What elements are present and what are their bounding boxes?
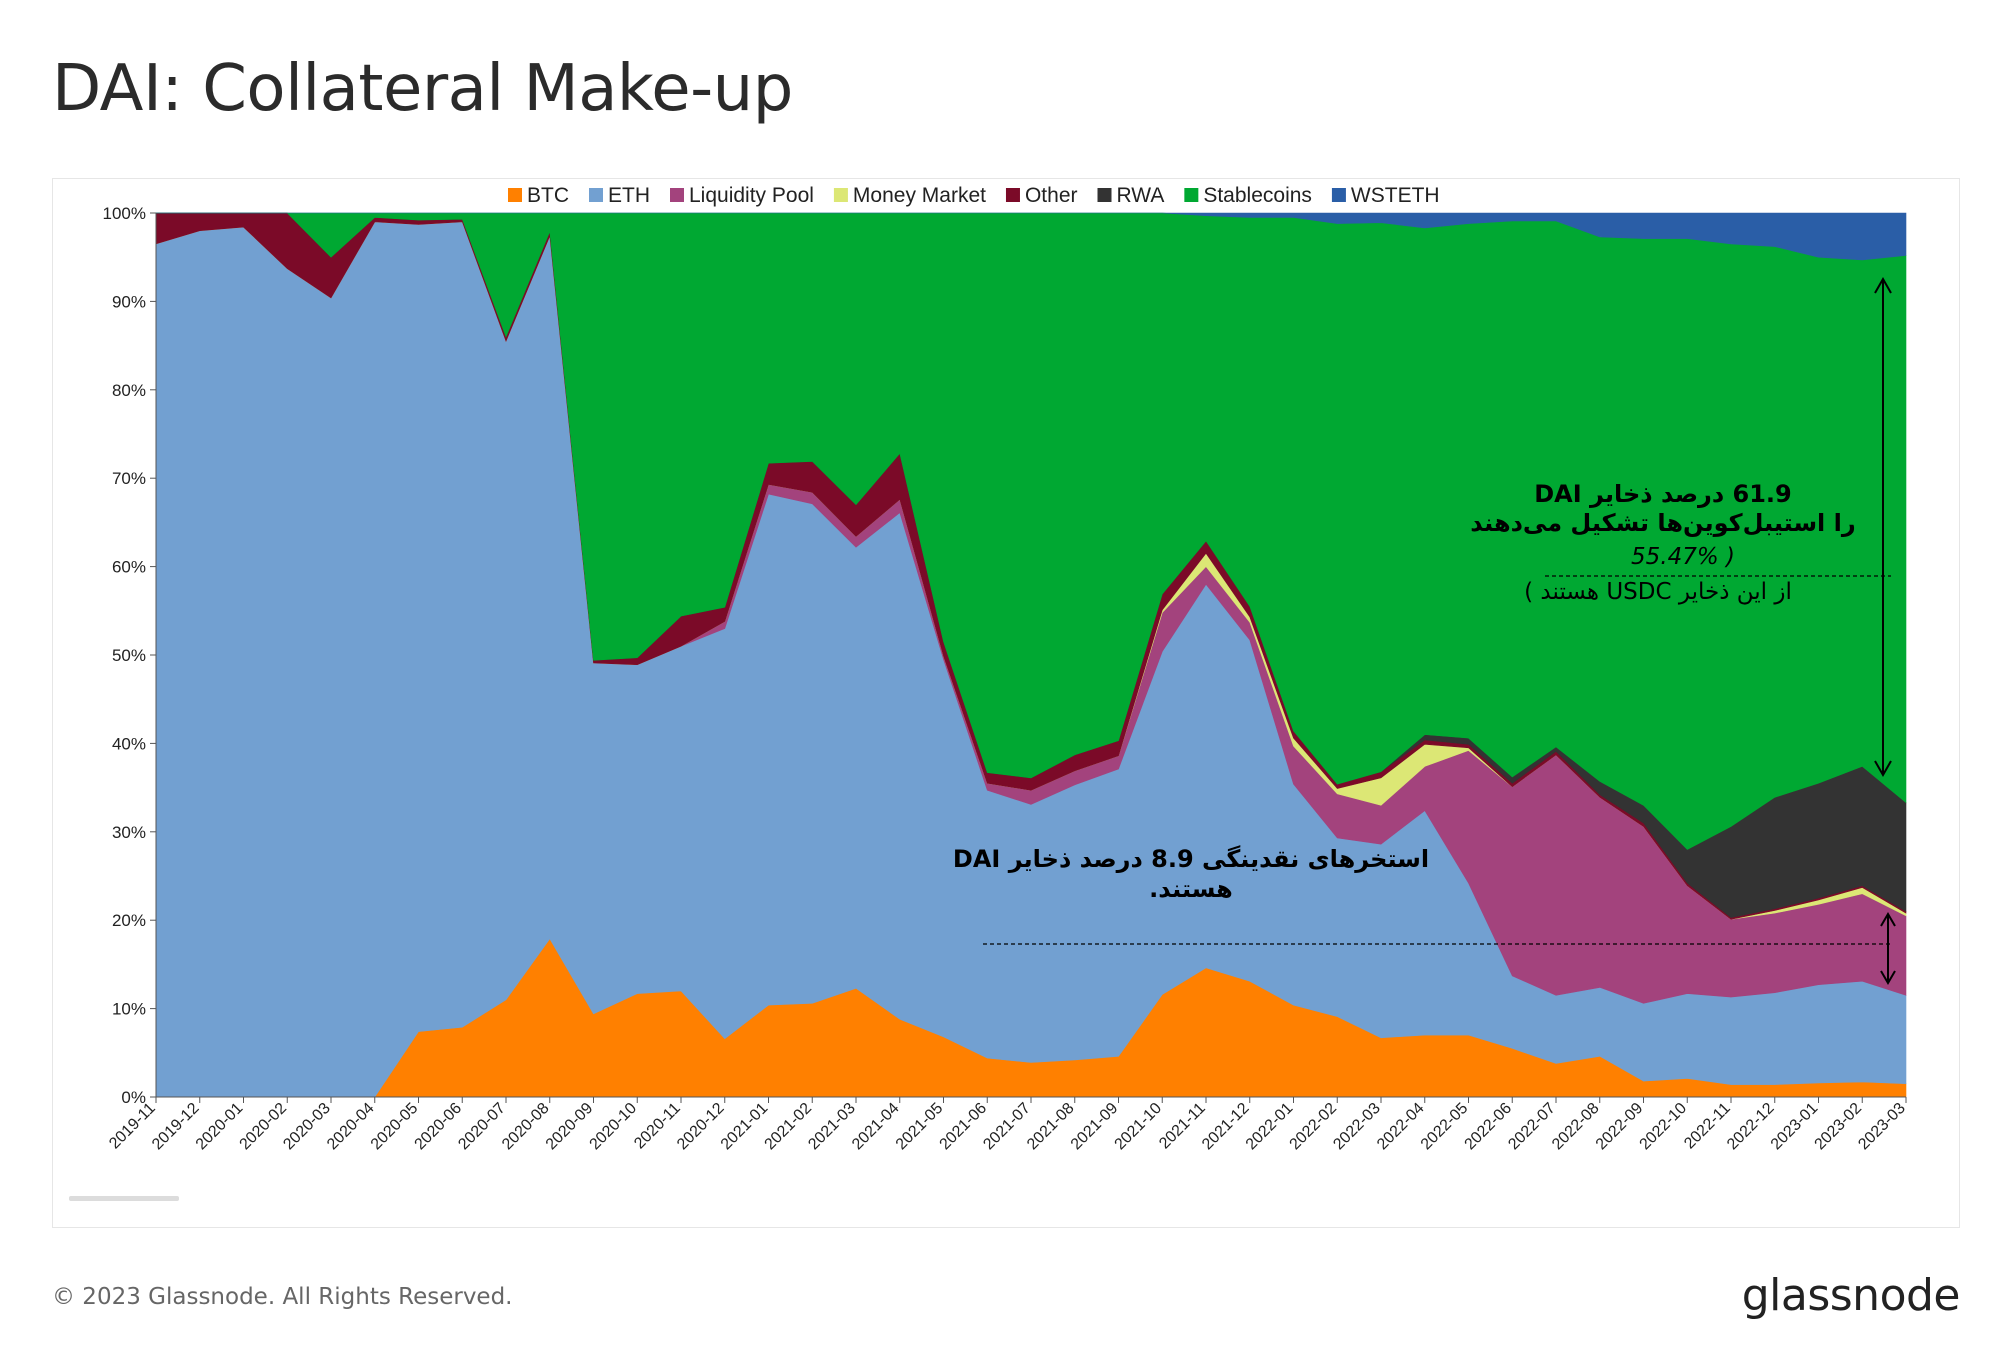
x-tick-label: 2021-04 <box>849 1100 903 1154</box>
x-tick-label: 2023-03 <box>1855 1100 1909 1154</box>
legend-swatch <box>589 188 603 202</box>
legend-swatch <box>1097 188 1112 202</box>
legend-item: WSTETH <box>1331 184 1440 207</box>
legend-label: Other <box>1025 184 1078 207</box>
y-tick-label: 70% <box>112 469 146 488</box>
x-tick-label: 2021-06 <box>937 1100 991 1154</box>
x-tick-label: 2020-01 <box>193 1100 247 1154</box>
x-tick-label: 2022-12 <box>1724 1100 1778 1154</box>
legend-label: BTC <box>527 184 569 207</box>
x-tick-label: 2023-01 <box>1768 1100 1822 1154</box>
stablecoins-arrow-head-bottom <box>1874 760 1892 778</box>
x-tick-label: 2021-05 <box>893 1100 947 1154</box>
x-tick-label: 2020-06 <box>412 1100 466 1154</box>
x-tick-label: 2022-08 <box>1549 1100 1603 1154</box>
y-tick-label: 50% <box>112 646 146 665</box>
x-tick-label: 2020-08 <box>499 1100 553 1154</box>
legend-swatch <box>1005 188 1020 202</box>
legend-swatch <box>1184 188 1199 202</box>
y-tick-label: 20% <box>112 911 146 930</box>
x-tick-label: 2022-06 <box>1462 1100 1516 1154</box>
x-tick-label: 2020-05 <box>368 1100 422 1154</box>
footer-copyright: © 2023 Glassnode. All Rights Reserved. <box>52 1284 513 1310</box>
x-tick-label: 2019-12 <box>149 1100 203 1154</box>
legend-item: Other <box>1005 184 1078 207</box>
y-tick-label: 80% <box>112 381 146 400</box>
liquidity-arrow-head-top <box>1880 912 1896 927</box>
x-tick-label: 2022-02 <box>1287 1100 1341 1154</box>
x-tick-label: 2020-09 <box>543 1100 597 1154</box>
x-tick-label: 2020-12 <box>674 1100 728 1154</box>
legend-item: Money Market <box>833 184 986 207</box>
x-tick-label: 2022-03 <box>1330 1100 1384 1154</box>
y-tick-label: 30% <box>112 823 146 842</box>
y-tick-label: 40% <box>112 734 146 753</box>
y-tick-label: 100% <box>103 204 146 223</box>
x-tick-label: 2022-05 <box>1418 1100 1472 1154</box>
area-series-layer <box>155 212 1907 1098</box>
footer-logo: glassnode <box>1741 1270 1961 1321</box>
legend-label: Liquidity Pool <box>689 184 814 207</box>
legend-swatch <box>1331 188 1346 202</box>
horizontal-scrollbar[interactable] <box>69 1196 179 1201</box>
legend-swatch <box>670 188 684 202</box>
x-tick-label: 2021-02 <box>762 1100 816 1154</box>
y-tick-label: 90% <box>112 292 146 311</box>
legend: BTC ETH Liquidity Pool Money Market Other RWA… <box>508 184 1440 207</box>
x-tick-label: 2022-04 <box>1374 1100 1428 1154</box>
x-tick-label: 2020-02 <box>237 1100 291 1154</box>
page-title: DAI: Collateral Make-up <box>52 52 793 126</box>
x-tick-label: 2021-09 <box>1068 1100 1122 1154</box>
legend-item: Stablecoins <box>1184 184 1312 207</box>
x-tick-label: 2021-08 <box>1024 1100 1078 1154</box>
legend-label: Money Market <box>853 184 986 207</box>
x-tick-label: 2021-12 <box>1199 1100 1253 1154</box>
chart-container: glassnode 0%10%20%30%40%50%60%70%80%90%1… <box>52 178 1960 1228</box>
x-tick-label: 2022-07 <box>1505 1100 1559 1154</box>
legend-swatch <box>833 188 848 202</box>
x-tick-label: 2021-03 <box>805 1100 859 1154</box>
y-tick-label: 10% <box>112 1000 146 1019</box>
x-tick-label: 2022-09 <box>1593 1100 1647 1154</box>
x-tick-label: 2020-03 <box>280 1100 334 1154</box>
legend-label: Stablecoins <box>1203 184 1312 207</box>
y-tick-label: 60% <box>112 558 146 577</box>
liquidity-note-line2: هستند. <box>1149 875 1233 903</box>
liquidity-arrow-head-bottom <box>1880 970 1896 985</box>
legend-item: BTC <box>508 184 569 207</box>
stablecoins-note-line1: 61.9 درصد ذخایر DAI <box>1534 480 1791 508</box>
x-tick-label: 2021-07 <box>980 1100 1034 1154</box>
x-tick-label: 2023-02 <box>1812 1100 1866 1154</box>
legend-label: WSTETH <box>1351 184 1440 207</box>
legend-label: ETH <box>608 184 650 207</box>
stablecoins-note-line4: از این ذخایر USDC هستند ) <box>1524 579 1792 605</box>
x-tick-label: 2021-01 <box>718 1100 772 1154</box>
legend-label: RWA <box>1117 184 1165 207</box>
x-tick-label: 2020-04 <box>324 1100 378 1154</box>
x-tick-label: 2022-10 <box>1637 1100 1691 1154</box>
stablecoins-note-line3: 55.47% ) <box>1631 544 1735 570</box>
legend-item: ETH <box>589 184 650 207</box>
y-tick-label: 0% <box>121 1088 146 1107</box>
collateral-area-chart: glassnode 0%10%20%30%40%50%60%70%80%90%1… <box>69 184 1909 1201</box>
legend-swatch <box>508 188 522 202</box>
stablecoins-note-line2: را استیبل‌کوین‌ها تشکیل می‌دهند <box>1470 509 1855 537</box>
x-tick-label: 2021-10 <box>1112 1100 1166 1154</box>
x-tick-label: 2022-01 <box>1243 1100 1297 1154</box>
legend-item: Liquidity Pool <box>670 184 814 207</box>
x-tick-label: 2020-10 <box>587 1100 641 1154</box>
legend-item: RWA <box>1097 184 1165 207</box>
liquidity-note-line1: استخرهای نقدینگی 8.9 درصد ذخایر DAI <box>953 845 1429 873</box>
x-tick-label: 2020-07 <box>455 1100 509 1154</box>
stablecoins-arrow-head-top <box>1874 276 1892 294</box>
area-wsteth <box>156 212 1907 261</box>
